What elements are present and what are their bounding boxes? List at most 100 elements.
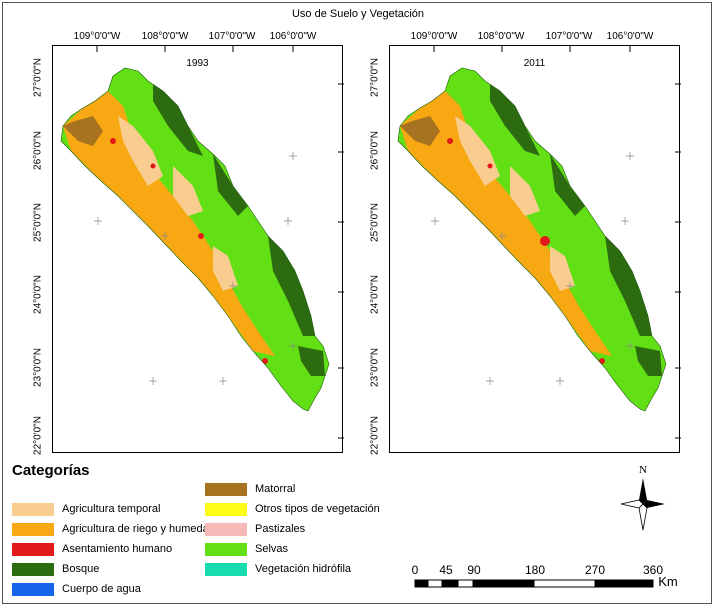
scale-segment [472, 579, 535, 588]
land-cover-patch [262, 358, 268, 364]
figure-title: Uso de Suelo y Vegetación [291, 8, 425, 20]
lat-label-26: 26°0'0"N [32, 131, 44, 170]
legend-swatch [12, 522, 54, 536]
lon-label-108: 108°0'0"W [141, 31, 189, 42]
lat-label-23: 23°0'0"N [32, 348, 44, 387]
lat-label-25: 25°0'0"N [32, 203, 44, 242]
legend-label: Matorral [255, 483, 296, 495]
land-cover-patch [173, 166, 203, 216]
state-outline [397, 67, 667, 412]
land-cover-patch [213, 154, 248, 216]
lon-label-108: 108°0'0"W [477, 31, 525, 42]
legend-item: Bosque [12, 562, 99, 576]
lat-label-24: 24°0'0"N [369, 275, 381, 314]
legend-item: Vegetación hidrófila [205, 562, 351, 576]
land-cover-patch [110, 138, 116, 144]
land-cover-patch [540, 236, 550, 246]
land-cover-patch [150, 163, 156, 169]
legend-item: Cuerpo de agua [12, 582, 141, 596]
scale-segment [594, 579, 654, 588]
land-cover-patch [268, 236, 315, 336]
land-cover-patch [298, 346, 325, 376]
land-cover-patch [63, 116, 103, 146]
scale-label-270: 270 [584, 563, 606, 577]
legend-item: Agricultura temporal [12, 502, 160, 516]
legend-label: Vegetación hidrófila [255, 563, 352, 575]
lat-label-24: 24°0'0"N [32, 275, 44, 314]
map-panel-2011: 2011 [389, 45, 681, 453]
legend-swatch [12, 582, 54, 596]
graticule-cross [556, 377, 564, 385]
graticule-cross [626, 342, 634, 350]
land-cover-patch [550, 246, 575, 291]
legend-label: Selvas [255, 543, 289, 555]
state-map-1993 [60, 46, 344, 439]
north-label: N [639, 464, 647, 476]
graticule-cross [486, 377, 494, 385]
scale-label-90: 90 [467, 563, 481, 577]
scale-label-360: 360 [642, 563, 664, 577]
legend-swatch [205, 522, 247, 536]
panel-year-label: 1993 [186, 58, 209, 69]
map-panel-1993: 1993 [52, 45, 344, 453]
lat-label-26: 26°0'0"N [369, 131, 381, 170]
legend-item: Selvas [205, 542, 288, 556]
legend-label: Bosque [62, 563, 100, 575]
graticule-cross [498, 232, 506, 240]
legend-swatch [205, 562, 247, 576]
lon-label-107: 107°0'0"W [208, 31, 256, 42]
scale-label-45: 45 [439, 563, 453, 577]
lat-label-22: 22°0'0"N [32, 416, 44, 455]
lon-label-109: 109°0'0"W [73, 31, 121, 42]
legend-swatch [205, 542, 247, 556]
land-cover-patch [400, 91, 612, 356]
legend-swatch [205, 502, 247, 516]
lon-label-106: 106°0'0"W [606, 31, 654, 42]
graticule-cross [219, 377, 227, 385]
legend-label: Pastizales [255, 523, 306, 535]
lon-label-109: 109°0'0"W [410, 31, 458, 42]
land-cover-patch [63, 91, 275, 356]
land-cover-patch [153, 81, 203, 156]
scale-segment [427, 579, 443, 588]
land-cover-patch [635, 346, 662, 376]
legend-swatch [205, 482, 247, 496]
land-cover-patch [447, 138, 453, 144]
legend-item: Matorral [205, 482, 295, 496]
graticule-cross [626, 152, 634, 160]
scale-segment [457, 579, 474, 588]
scale-unit: Km [658, 574, 678, 589]
lon-label-107: 107°0'0"W [545, 31, 593, 42]
lat-label-27: 27°0'0"N [32, 58, 44, 97]
graticule-cross [149, 377, 157, 385]
land-cover-patch [400, 116, 440, 146]
scale-segment [414, 579, 429, 588]
legend-swatch [12, 542, 54, 556]
lat-label-25: 25°0'0"N [369, 203, 381, 242]
north-arrow-icon: N [620, 464, 665, 531]
graticule-cross [229, 282, 237, 290]
land-cover-patch [599, 358, 605, 364]
land-cover-patch [198, 233, 204, 239]
land-cover-patch [455, 116, 500, 186]
lat-label-27: 27°0'0"N [369, 58, 381, 97]
land-cover-patch [487, 163, 493, 169]
scale-segment [441, 579, 459, 588]
graticule-cross [284, 217, 292, 225]
scale-label-180: 180 [524, 563, 546, 577]
graticule-cross [566, 282, 574, 290]
legend-title: Categorías [12, 462, 90, 479]
scale-label-0: 0 [411, 563, 419, 577]
panel-year-label: 2011 [523, 58, 546, 69]
graticule-cross [289, 152, 297, 160]
graticule-cross [621, 217, 629, 225]
legend-label: Agricultura temporal [62, 503, 161, 515]
land-cover-patch [605, 236, 652, 336]
graticule-cross [289, 342, 297, 350]
legend-label: Agricultura de riego y humedad [62, 523, 215, 535]
land-cover-patch [550, 154, 585, 216]
scale-bar [414, 579, 654, 588]
lon-label-106: 106°0'0"W [269, 31, 317, 42]
land-cover-patch [118, 116, 163, 186]
